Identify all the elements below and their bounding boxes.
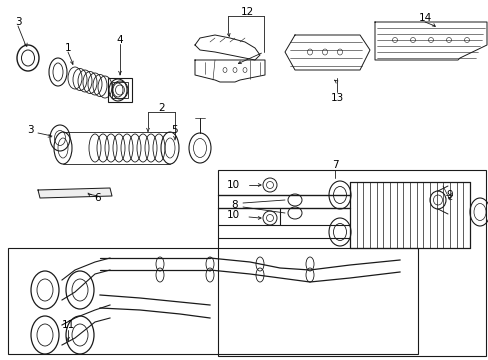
Text: 5: 5 (170, 125, 177, 135)
Text: 8: 8 (231, 200, 238, 210)
Text: 13: 13 (330, 93, 343, 103)
Text: 2: 2 (159, 103, 165, 113)
Text: 11: 11 (61, 320, 75, 330)
Polygon shape (38, 188, 112, 198)
Text: 12: 12 (240, 7, 253, 17)
Text: 10: 10 (226, 180, 239, 190)
Text: 14: 14 (418, 13, 431, 23)
Bar (8, 248, 417, 354)
Bar (218, 170, 485, 356)
Text: 4: 4 (117, 35, 123, 45)
Bar (112, 82, 128, 98)
Text: 1: 1 (64, 43, 71, 53)
Text: 6: 6 (95, 193, 101, 203)
Bar (108, 78, 132, 102)
Text: 7: 7 (331, 160, 338, 170)
Text: 10: 10 (226, 210, 239, 220)
Text: 3: 3 (27, 125, 33, 135)
Text: 9: 9 (446, 190, 452, 200)
Text: 3: 3 (15, 17, 21, 27)
